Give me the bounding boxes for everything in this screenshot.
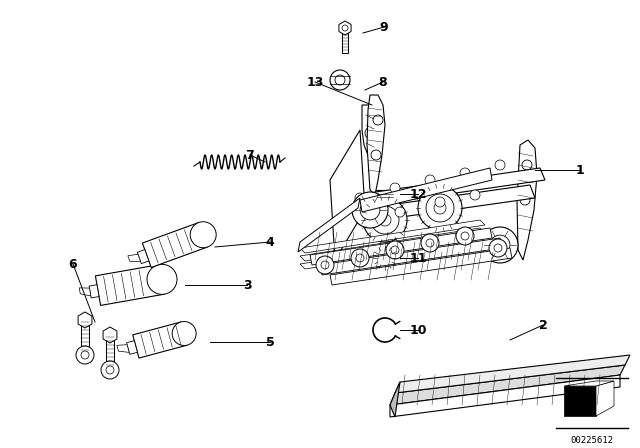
Circle shape (421, 234, 439, 252)
Circle shape (106, 366, 114, 374)
Text: 00225612: 00225612 (570, 435, 614, 444)
Circle shape (316, 256, 334, 274)
Circle shape (522, 160, 532, 170)
Polygon shape (596, 381, 614, 416)
Polygon shape (390, 382, 400, 417)
Polygon shape (339, 21, 351, 35)
Circle shape (147, 264, 177, 294)
Polygon shape (298, 198, 360, 252)
Polygon shape (355, 168, 545, 207)
Circle shape (351, 249, 369, 267)
Circle shape (360, 200, 380, 220)
Polygon shape (395, 355, 630, 393)
Circle shape (342, 25, 348, 31)
Circle shape (360, 215, 370, 225)
Polygon shape (127, 340, 138, 354)
Circle shape (520, 195, 530, 205)
Polygon shape (81, 320, 89, 355)
Text: 10: 10 (409, 323, 427, 336)
Polygon shape (103, 327, 117, 343)
Polygon shape (342, 33, 348, 53)
Circle shape (335, 75, 345, 85)
Circle shape (373, 115, 383, 125)
Circle shape (386, 241, 404, 259)
Polygon shape (340, 185, 535, 225)
Circle shape (356, 254, 364, 262)
Text: 3: 3 (243, 279, 252, 292)
Circle shape (76, 346, 94, 364)
Circle shape (426, 194, 454, 222)
Polygon shape (128, 254, 141, 262)
Circle shape (456, 227, 474, 245)
Circle shape (379, 214, 391, 226)
Circle shape (391, 246, 399, 254)
Polygon shape (564, 381, 614, 386)
Circle shape (490, 235, 510, 255)
Text: 4: 4 (266, 236, 275, 249)
Text: 13: 13 (307, 76, 324, 89)
Circle shape (435, 197, 445, 207)
Circle shape (365, 127, 377, 139)
Text: 7: 7 (246, 148, 254, 161)
Circle shape (371, 150, 381, 160)
Circle shape (101, 361, 119, 379)
Polygon shape (300, 220, 485, 253)
Text: 8: 8 (379, 76, 387, 89)
Circle shape (371, 206, 399, 234)
Polygon shape (89, 285, 99, 298)
Circle shape (425, 175, 435, 185)
Polygon shape (310, 228, 492, 265)
Circle shape (434, 202, 446, 214)
Text: 9: 9 (380, 21, 388, 34)
Circle shape (373, 246, 397, 270)
Text: 5: 5 (266, 336, 275, 349)
Circle shape (390, 183, 400, 193)
Polygon shape (367, 95, 385, 195)
Polygon shape (564, 386, 596, 416)
Polygon shape (330, 248, 512, 285)
Text: 1: 1 (575, 164, 584, 177)
Polygon shape (390, 375, 620, 417)
Circle shape (395, 207, 405, 217)
Circle shape (489, 239, 507, 257)
Circle shape (172, 322, 196, 345)
Polygon shape (390, 365, 625, 405)
Circle shape (494, 244, 502, 252)
Polygon shape (362, 105, 377, 155)
Polygon shape (360, 168, 492, 212)
Circle shape (355, 193, 365, 203)
Polygon shape (374, 190, 396, 200)
Circle shape (460, 168, 470, 178)
Circle shape (81, 351, 89, 359)
Circle shape (352, 192, 388, 228)
Circle shape (418, 186, 462, 230)
Circle shape (379, 252, 391, 264)
Text: 11: 11 (409, 251, 427, 264)
Polygon shape (137, 250, 149, 263)
Polygon shape (330, 130, 365, 260)
Polygon shape (79, 288, 91, 296)
Polygon shape (106, 335, 114, 370)
Circle shape (461, 232, 469, 240)
Text: 2: 2 (539, 319, 547, 332)
Text: 6: 6 (68, 258, 77, 271)
Polygon shape (78, 312, 92, 328)
Polygon shape (117, 345, 129, 353)
Circle shape (363, 198, 407, 242)
Polygon shape (300, 228, 485, 261)
Circle shape (495, 160, 505, 170)
Circle shape (321, 261, 329, 269)
Polygon shape (95, 265, 164, 306)
Circle shape (330, 70, 350, 90)
Text: 12: 12 (409, 188, 427, 201)
Polygon shape (517, 140, 537, 260)
Polygon shape (142, 223, 207, 267)
Circle shape (482, 227, 518, 263)
Circle shape (190, 222, 216, 248)
Polygon shape (320, 238, 502, 275)
Circle shape (470, 190, 480, 200)
Circle shape (426, 239, 434, 247)
Polygon shape (300, 236, 485, 269)
Polygon shape (132, 322, 188, 358)
